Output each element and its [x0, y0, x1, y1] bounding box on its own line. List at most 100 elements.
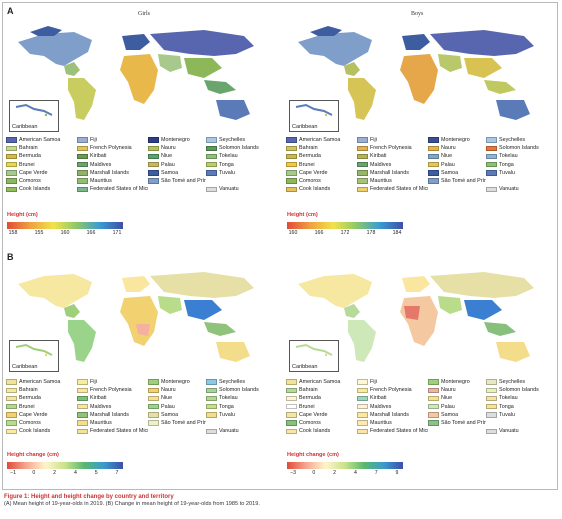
scale-tick-label: −3 [290, 470, 296, 476]
legend-swatch [286, 170, 297, 176]
legend-swatch [6, 412, 17, 418]
scale-tick-label: 155 [34, 230, 44, 236]
legend-label: Seychelles [499, 379, 526, 386]
legend-item: Cape Verde [286, 170, 357, 176]
legend-label: Samoa [441, 169, 459, 176]
legend-row: Bermuda Kiribati Niue Tokelau [286, 394, 554, 402]
legend-label: French Polynesia [90, 145, 132, 152]
legend-swatch [6, 428, 17, 434]
legend-item: Tokelau [486, 395, 554, 401]
legend-item: Comoros [6, 178, 77, 184]
legend-item: Solomon Islands [486, 145, 554, 151]
legend-item: Bahrain [6, 387, 77, 393]
legend-item: Cape Verde [6, 170, 77, 176]
legend-item: Solomon Islands [206, 387, 274, 393]
legend-swatch [286, 412, 297, 418]
legend-item: Nauru [148, 145, 206, 151]
color-scale-a-girls [7, 222, 123, 229]
scale-tick-label: 178 [366, 230, 376, 236]
legend-item: Montenegro [428, 137, 486, 143]
legend-row: Bahrain French Polynesia Nauru Solomon Isla… [6, 386, 274, 394]
legend-swatch [148, 178, 159, 184]
legend-item: Maldives [357, 162, 428, 168]
legend-label: Palau [161, 161, 175, 168]
legend-swatch [148, 403, 159, 410]
legend-label: Mauritius [370, 420, 392, 427]
legend-swatch [6, 137, 17, 143]
legend-item: Tuvalu [486, 412, 554, 418]
legend-swatch [286, 395, 297, 402]
legend-swatch [428, 161, 439, 168]
legend-item: Fiji [77, 137, 148, 143]
legend-swatch [357, 153, 368, 160]
legend-label: Federated States of Micronesia [90, 428, 148, 435]
legend-row: Bermuda Kiribati Niue Tokelau [6, 152, 274, 160]
scale-tick-label: −1 [10, 470, 16, 476]
color-scale-b-girls [7, 462, 123, 469]
legend-swatch [357, 403, 368, 410]
legend-label: Cape Verde [299, 411, 328, 418]
scale-tick-label: 4 [353, 470, 357, 476]
legend-swatch [428, 153, 439, 160]
legend-swatch [148, 379, 159, 385]
legend-item: Seychelles [206, 137, 274, 143]
legend-swatch [148, 395, 159, 402]
legend-swatch [148, 153, 159, 160]
legend-swatch [286, 178, 297, 184]
map-title-girls-a: Girls [138, 11, 150, 17]
legend-row: Brunei Maldives Palau Tonga [6, 161, 274, 169]
legend-item: Tuvalu [206, 412, 274, 418]
legend-row: Cape Verde Marshall Islands Samoa Tuvalu [286, 411, 554, 419]
legend-label: Palau [441, 403, 455, 410]
legend-swatch [286, 145, 297, 151]
legend-swatch [206, 412, 217, 418]
legend-item: Tonga [486, 162, 554, 168]
legend-item: São Tomé and Príncipe [148, 178, 206, 184]
legend-swatch [486, 186, 497, 192]
legend-item: Fiji [357, 379, 428, 385]
caribbean-inset-label: Caribbean [12, 364, 38, 370]
legend-item: Marshall Islands [357, 170, 428, 176]
legend-swatch [77, 153, 88, 160]
legend-label: Cape Verde [19, 169, 48, 176]
legend-item: Seychelles [486, 137, 554, 143]
scale-tick-label: 2 [53, 470, 57, 476]
legend-swatch [206, 395, 217, 402]
legend-swatch [357, 137, 368, 143]
legend-label: Cape Verde [299, 169, 328, 176]
legend-item: Palau [428, 162, 486, 168]
legend-label: French Polynesia [370, 145, 412, 152]
legend-row: Comoros Mauritius São Tomé and Príncipe [286, 419, 554, 427]
legend-label: Seychelles [219, 137, 246, 144]
legend-label: Tonga [499, 403, 514, 410]
legend-label: French Polynesia [370, 387, 412, 394]
scale-ticks-a-boys: 160 166 172 178 184 [287, 230, 403, 238]
legend-label: Federated States of Micronesia [90, 186, 148, 193]
legend-row: Cook Islands Federated States of Micrones… [286, 185, 554, 193]
legend-swatch [286, 403, 297, 410]
legend-item: Kiribati [77, 153, 148, 159]
legend-item: Bahrain [286, 387, 357, 393]
legend-label: São Tomé and Príncipe [441, 420, 486, 427]
legend-swatch [148, 137, 159, 143]
scale-tick-label: 0 [312, 470, 316, 476]
legend-label: Vanuatu [499, 428, 519, 435]
legend-label: Samoa [161, 169, 179, 176]
legend-swatch [6, 387, 17, 393]
legend-label: São Tomé and Príncipe [161, 420, 206, 427]
legend-label: Solomon Islands [219, 145, 259, 152]
legend-label: Federated States of Micronesia [370, 428, 428, 435]
legend-swatch [286, 137, 297, 143]
legend-item: Fiji [357, 137, 428, 143]
legend-item: Federated States of Micronesia [77, 428, 148, 434]
legend-swatch [486, 170, 497, 176]
legend-item: Vanuatu [486, 186, 554, 192]
legend-label: Nauru [441, 145, 456, 152]
scale-tick-label: 0 [32, 470, 36, 476]
legend-row: Comoros Mauritius São Tomé and Príncipe [6, 419, 274, 427]
legend-label: American Samoa [299, 379, 341, 386]
legend-item: Niue [428, 153, 486, 159]
legend-label: Tonga [219, 403, 234, 410]
legend-label: Bahrain [299, 387, 318, 394]
legend-row: Cape Verde Marshall Islands Samoa Tuvalu [6, 411, 274, 419]
